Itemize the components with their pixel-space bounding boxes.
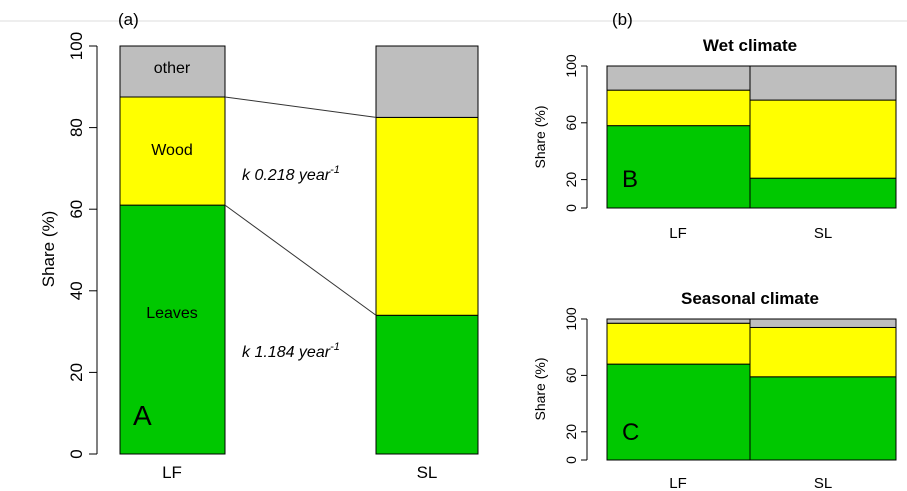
bar-segment-sl-leaves xyxy=(375,314,479,455)
panel-a-connectors xyxy=(224,96,377,316)
bar-segment-sl-wood xyxy=(375,116,479,316)
bar-segment-sl-yellow xyxy=(749,99,897,179)
bar-segment-sl-other xyxy=(375,45,479,118)
connector-line-leaves xyxy=(224,204,377,316)
bar-segment-lf-leaves xyxy=(119,204,226,455)
panel-b-title: Wet climate xyxy=(703,36,797,55)
y-tick-label: 0 xyxy=(563,204,579,212)
panel-b-bars xyxy=(606,65,897,209)
bar-segment-lf-gray xyxy=(606,65,751,91)
y-tick-label: 0 xyxy=(563,456,579,464)
panel-label-b: (b) xyxy=(612,10,633,29)
bar-segment-sl-green xyxy=(749,177,897,209)
bar-segment-lf-wood xyxy=(119,96,226,206)
panel-a-category-lf: LF xyxy=(162,463,182,482)
y-tick-label: 20 xyxy=(67,363,86,382)
panel-a: (a) 0 20 40 60 80 100 Share (%) LF SL other W… xyxy=(39,10,479,482)
panel-b-y-axis-title: Share (%) xyxy=(532,105,548,168)
bar-segment-sl-green xyxy=(749,376,897,461)
panel-c-title: Seasonal climate xyxy=(681,289,819,308)
panel-b-category-lf: LF xyxy=(669,225,687,242)
y-tick-label: 40 xyxy=(67,281,86,300)
y-tick-label: 100 xyxy=(563,54,579,78)
panel-c-category-lf: LF xyxy=(669,475,687,491)
connector-line-wood xyxy=(224,96,377,118)
panel-c-bars xyxy=(606,318,897,461)
bar-segment-lf-gray xyxy=(606,318,751,324)
panel-c-y-axis: 0 20 60 100 xyxy=(563,307,588,464)
panel-letter-a: A xyxy=(133,400,152,431)
panel-c-y-axis-title: Share (%) xyxy=(532,357,548,420)
panel-letter-b: B xyxy=(622,166,638,193)
segment-label-leaves: Leaves xyxy=(146,305,198,322)
panel-b: (b) Wet climate 0 20 60 100 Share (%) LF SL… xyxy=(532,10,897,242)
panel-a-category-sl: SL xyxy=(417,463,438,482)
panel-b-category-sl: SL xyxy=(814,225,832,242)
y-tick-label: 20 xyxy=(563,424,579,440)
bar-segment-sl-gray xyxy=(749,65,897,101)
segment-label-wood: Wood xyxy=(151,142,193,159)
panel-b-y-axis: 0 20 60 100 xyxy=(563,54,588,212)
y-tick-label: 60 xyxy=(563,115,579,131)
panel-letter-c: C xyxy=(622,419,639,446)
panel-a-y-axis-title: Share (%) xyxy=(39,211,58,288)
y-tick-label: 100 xyxy=(563,307,579,331)
panel-c-category-sl: SL xyxy=(814,475,832,491)
k-leaves-annotation: k 1.184 year-1 xyxy=(242,341,340,361)
panel-c: Seasonal climate 0 20 60 100 Share (%) LF S… xyxy=(532,289,897,491)
panel-label-a: (a) xyxy=(118,10,139,29)
y-tick-label: 60 xyxy=(563,367,579,383)
y-tick-label: 80 xyxy=(67,118,86,137)
y-tick-label: 60 xyxy=(67,200,86,219)
panel-a-y-axis: 0 20 40 60 80 100 xyxy=(67,32,98,459)
bar-segment-lf-yellow xyxy=(606,322,751,365)
bar-segment-lf-yellow xyxy=(606,89,751,127)
bar-segment-lf-other xyxy=(119,45,226,98)
y-tick-label: 0 xyxy=(67,449,86,458)
y-tick-label: 20 xyxy=(563,172,579,188)
k-wood-annotation: k 0.218 year-1 xyxy=(242,164,340,184)
segment-label-other: other xyxy=(154,60,191,77)
bar-segment-sl-gray xyxy=(749,318,897,328)
y-tick-label: 100 xyxy=(67,32,86,60)
bar-segment-sl-yellow xyxy=(749,326,897,378)
panel-a-bars xyxy=(119,45,479,455)
